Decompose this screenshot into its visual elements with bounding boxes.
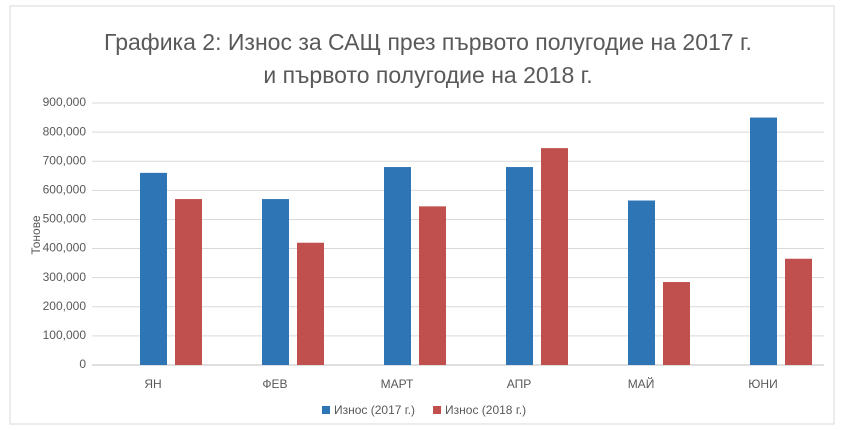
bar xyxy=(262,199,289,365)
bar xyxy=(506,167,533,365)
y-tick-label: 900,000 xyxy=(43,95,87,109)
legend-swatch xyxy=(433,406,442,414)
x-tick-label: ФЕВ xyxy=(262,377,287,391)
chart-title: Графика 2: Износ за САЩ през първото пол… xyxy=(104,29,752,88)
y-tick-label: 200,000 xyxy=(43,299,87,313)
y-tick-label: 600,000 xyxy=(43,183,87,197)
bar xyxy=(140,172,167,365)
bar xyxy=(785,258,812,365)
x-tick-label: ЯН xyxy=(144,377,161,391)
y-tick-label: 100,000 xyxy=(43,328,87,342)
y-tick-label: 300,000 xyxy=(43,270,87,284)
legend-label: Износ (2018 г.) xyxy=(445,403,526,417)
y-axis-title: Тонове xyxy=(29,215,43,255)
bar xyxy=(663,282,690,365)
bar xyxy=(384,167,411,365)
bar xyxy=(541,148,568,365)
y-tick-label: 0 xyxy=(79,357,86,371)
bar xyxy=(297,242,324,365)
x-tick-label: МАЙ xyxy=(628,376,655,391)
bar xyxy=(750,117,777,365)
border xyxy=(9,5,835,425)
x-tick-label: АПР xyxy=(507,377,532,391)
legend-swatch xyxy=(322,406,330,414)
bar xyxy=(419,206,446,365)
y-tick-label: 800,000 xyxy=(43,124,87,138)
y-tick-label: 700,000 xyxy=(43,153,87,167)
x-tick-label: МАРТ xyxy=(381,377,414,391)
bar xyxy=(628,200,655,365)
x-tick-label: ЮНИ xyxy=(748,377,777,391)
legend-label: Износ (2017 г.) xyxy=(334,403,415,417)
y-tick-label: 400,000 xyxy=(43,241,87,255)
y-tick-label: 500,000 xyxy=(43,212,87,226)
bar xyxy=(175,199,202,365)
